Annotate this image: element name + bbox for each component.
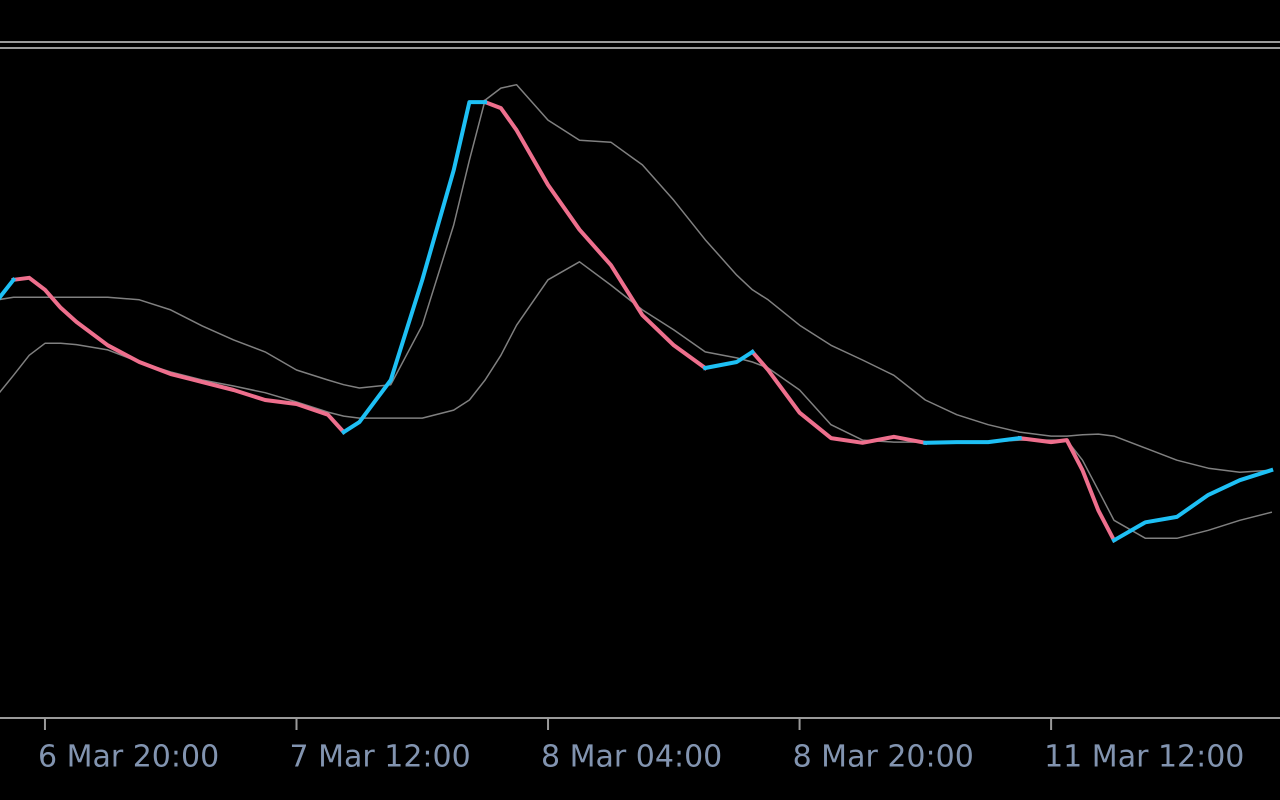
x-tick-label: 6 Mar 20:00 <box>38 740 219 775</box>
x-tick-label: 11 Mar 12:00 <box>1044 740 1244 775</box>
line-series <box>11 99 1117 543</box>
line-series <box>0 100 1274 544</box>
x-tick-label: 8 Mar 20:00 <box>793 740 974 775</box>
line-series <box>0 83 1272 473</box>
x-tick-label: 7 Mar 12:00 <box>289 740 470 775</box>
x-tick-label: 8 Mar 04:00 <box>541 740 722 775</box>
